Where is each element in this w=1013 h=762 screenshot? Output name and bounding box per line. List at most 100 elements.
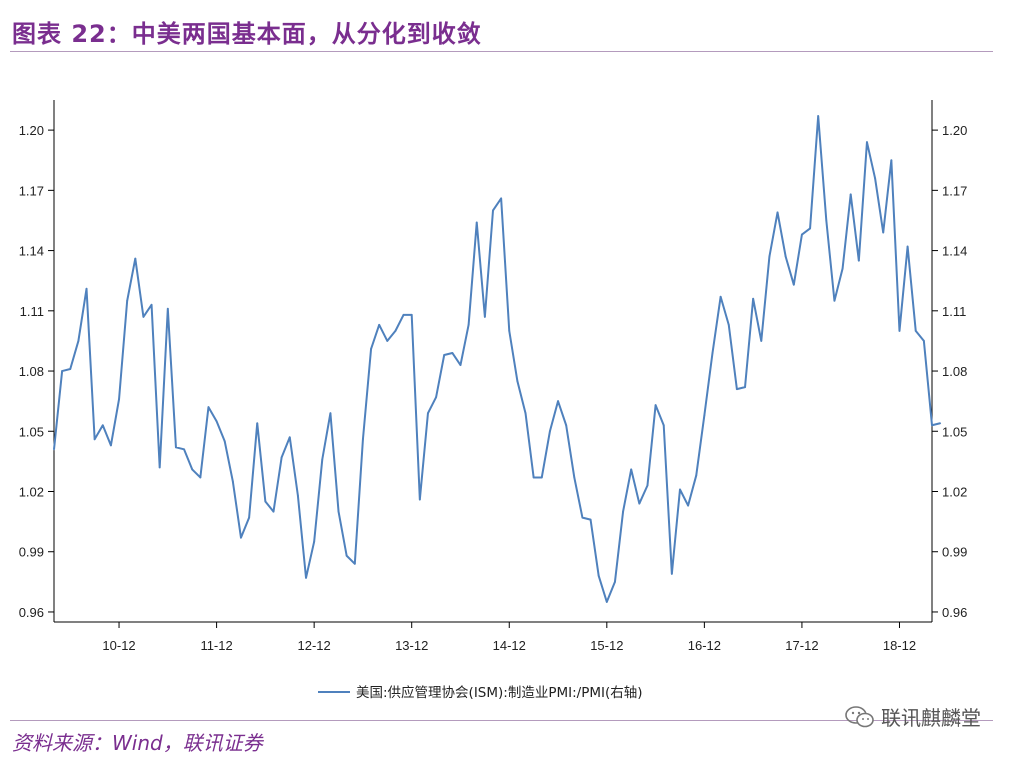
data-point [622,510,624,513]
data-point [882,231,885,234]
data-point [118,398,120,401]
data-point [191,468,194,471]
data-point [833,299,836,302]
left-y-axis-ticks: 1.20 1.17 1.14 1.11 1.08 1.05 1.02 0.99 0.96 [19,123,54,620]
data-point [207,406,210,409]
x-tick-label: 13-12 [395,638,428,653]
data-point [378,323,381,326]
data-point [922,340,925,342]
data-point [760,340,763,342]
data-point [524,412,527,415]
left-y-tick-label: 0.99 [19,545,44,560]
data-point [370,348,372,350]
x-tick-label: 14-12 [493,638,526,653]
right-y-tick-label: 1.02 [942,485,967,500]
figure-title: 图表 22：中美两国基本面，从分化到收敛 [12,20,482,48]
data-point [93,438,96,441]
data-point [776,211,779,214]
data-point [939,422,942,425]
data-point [435,396,437,399]
right-y-tick-label: 1.17 [942,183,967,198]
title-divider [10,51,993,52]
data-point [735,388,738,391]
legend-label: 美国:供应管理协会(ISM):制造业PMI:/PMI(右轴) [356,684,643,701]
x-tick-label: 11-12 [200,638,232,653]
left-y-tick-label: 1.02 [19,485,44,500]
data-point [670,572,673,575]
x-tick-label: 17-12 [785,638,818,653]
left-y-tick-label: 1.17 [19,183,44,198]
right-y-tick-label: 0.96 [942,605,967,620]
data-point [646,484,649,487]
data-point [589,518,592,521]
data-point [492,209,494,212]
data-point [890,159,893,162]
data-point [345,554,348,557]
data-point [256,422,259,425]
data-point [53,448,55,451]
data-point [500,197,503,200]
data-point [630,468,633,471]
legend: 美国:供应管理协会(ISM):制造业PMI:/PMI(右轴) [318,684,643,701]
left-y-tick-label: 1.20 [19,123,44,138]
data-point [272,510,275,513]
data-point [638,502,641,505]
data-point [711,352,714,354]
data-point [248,516,251,519]
data-point [410,313,413,316]
right-y-tick-label: 1.11 [942,304,966,319]
data-point [101,424,104,427]
data-point [158,466,161,469]
left-y-tick-label: 1.05 [19,424,44,439]
data-point [727,323,730,326]
data-point [199,476,202,479]
data-point [508,329,511,332]
data-point [280,456,283,459]
data-point [321,458,324,461]
data-point [288,436,291,439]
data-point [402,313,405,316]
data-point [175,446,177,449]
data-point [362,438,364,441]
data-point [914,329,917,332]
data-point [703,414,706,417]
data-point [841,267,844,270]
x-tick-label: 12-12 [298,638,331,653]
data-point [483,315,486,318]
x-tick-label: 15-12 [590,638,623,653]
footer-divider [10,720,993,721]
data-point [549,430,551,433]
data-point [427,412,429,415]
data-point [532,476,535,479]
data-point [142,315,145,318]
data-point [353,562,356,565]
data-point [459,364,462,366]
data-point [443,354,446,356]
data-point [296,494,299,497]
right-y-tick-label: 0.99 [942,545,967,560]
data-point [874,177,876,180]
left-y-tick-label: 1.11 [20,304,44,319]
data-point [744,386,746,388]
data-point [540,476,543,479]
data-point [605,601,608,603]
data-point [69,368,72,370]
x-tick-label: 10-12 [102,638,135,653]
data-point [215,420,218,423]
data-point [240,536,242,539]
data-point [695,474,698,477]
wechat-icon [845,705,874,727]
data-point [451,352,454,354]
watermark: 联讯麒麟堂 [845,702,981,731]
data-point [126,299,129,302]
series-line-ism-pmi [53,115,941,603]
data-point [337,510,340,513]
x-tick-label: 18-12 [883,638,916,653]
axes [53,100,933,623]
data-point [752,297,755,300]
right-y-tick-label: 1.14 [942,244,967,259]
data-point [679,488,681,491]
data-point [849,193,852,196]
data-point [386,340,389,342]
data-point [866,141,868,144]
